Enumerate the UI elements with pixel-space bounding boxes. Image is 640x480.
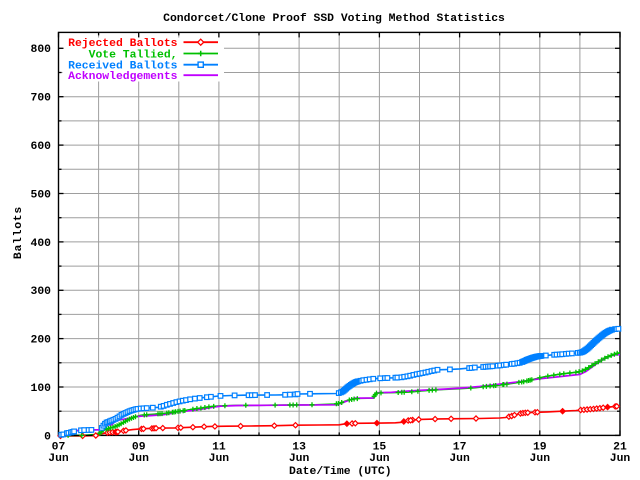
svg-text:0: 0	[44, 431, 51, 443]
svg-text:Jun: Jun	[209, 453, 230, 465]
svg-text:19: 19	[533, 441, 547, 453]
svg-text:Received Ballots: Received Ballots	[68, 61, 178, 73]
svg-text:13: 13	[292, 441, 306, 453]
svg-text:17: 17	[453, 441, 467, 453]
svg-text:Jun: Jun	[48, 453, 69, 465]
svg-text:Rejected Ballots: Rejected Ballots	[68, 38, 178, 50]
svg-text:09: 09	[132, 441, 146, 453]
svg-text:Jun: Jun	[610, 453, 631, 465]
svg-text:700: 700	[30, 93, 51, 105]
svg-text:Condorcet/Clone Proof SSD Voti: Condorcet/Clone Proof SSD Voting Method …	[163, 13, 505, 25]
svg-text:21: 21	[613, 441, 627, 453]
svg-text:Jun: Jun	[128, 453, 149, 465]
svg-text:Date/Time (UTC): Date/Time (UTC)	[289, 466, 392, 478]
svg-text:200: 200	[30, 335, 51, 347]
svg-text:300: 300	[30, 286, 51, 298]
svg-text:800: 800	[30, 44, 51, 56]
svg-text:Ballots: Ballots	[13, 206, 25, 259]
svg-text:Acknowledgements: Acknowledgements	[68, 71, 178, 83]
svg-text:Jun: Jun	[449, 453, 470, 465]
svg-text:Jun: Jun	[530, 453, 551, 465]
svg-text:15: 15	[373, 441, 387, 453]
svg-text:Vote Tallied,: Vote Tallied,	[89, 49, 178, 61]
svg-text:500: 500	[30, 189, 51, 201]
svg-text:Jun: Jun	[369, 453, 390, 465]
svg-text:07: 07	[52, 441, 66, 453]
svg-text:Jun: Jun	[289, 453, 310, 465]
svg-text:11: 11	[212, 441, 226, 453]
svg-text:100: 100	[30, 383, 51, 395]
svg-text:600: 600	[30, 141, 51, 153]
svg-text:400: 400	[30, 238, 51, 250]
